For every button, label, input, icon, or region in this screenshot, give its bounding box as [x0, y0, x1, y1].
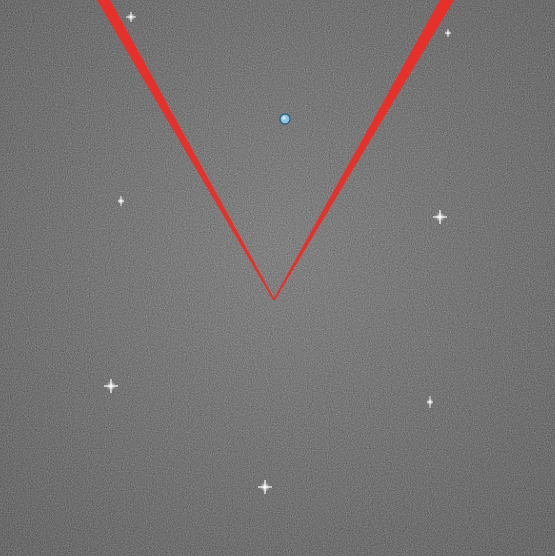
blue-dot-marker-icon [279, 113, 291, 125]
star-3-icon [433, 210, 447, 224]
star-2-icon [117, 196, 125, 206]
star-7-icon [258, 480, 272, 494]
wedge-left-arm [97, 0, 275, 300]
star-5-icon [104, 379, 118, 393]
wedge-right-arm [273, 0, 454, 300]
star-6-icon [426, 396, 434, 408]
star-1-icon [126, 12, 136, 22]
star-4-icon [445, 29, 451, 37]
v-wedge-overlay [97, 0, 454, 300]
